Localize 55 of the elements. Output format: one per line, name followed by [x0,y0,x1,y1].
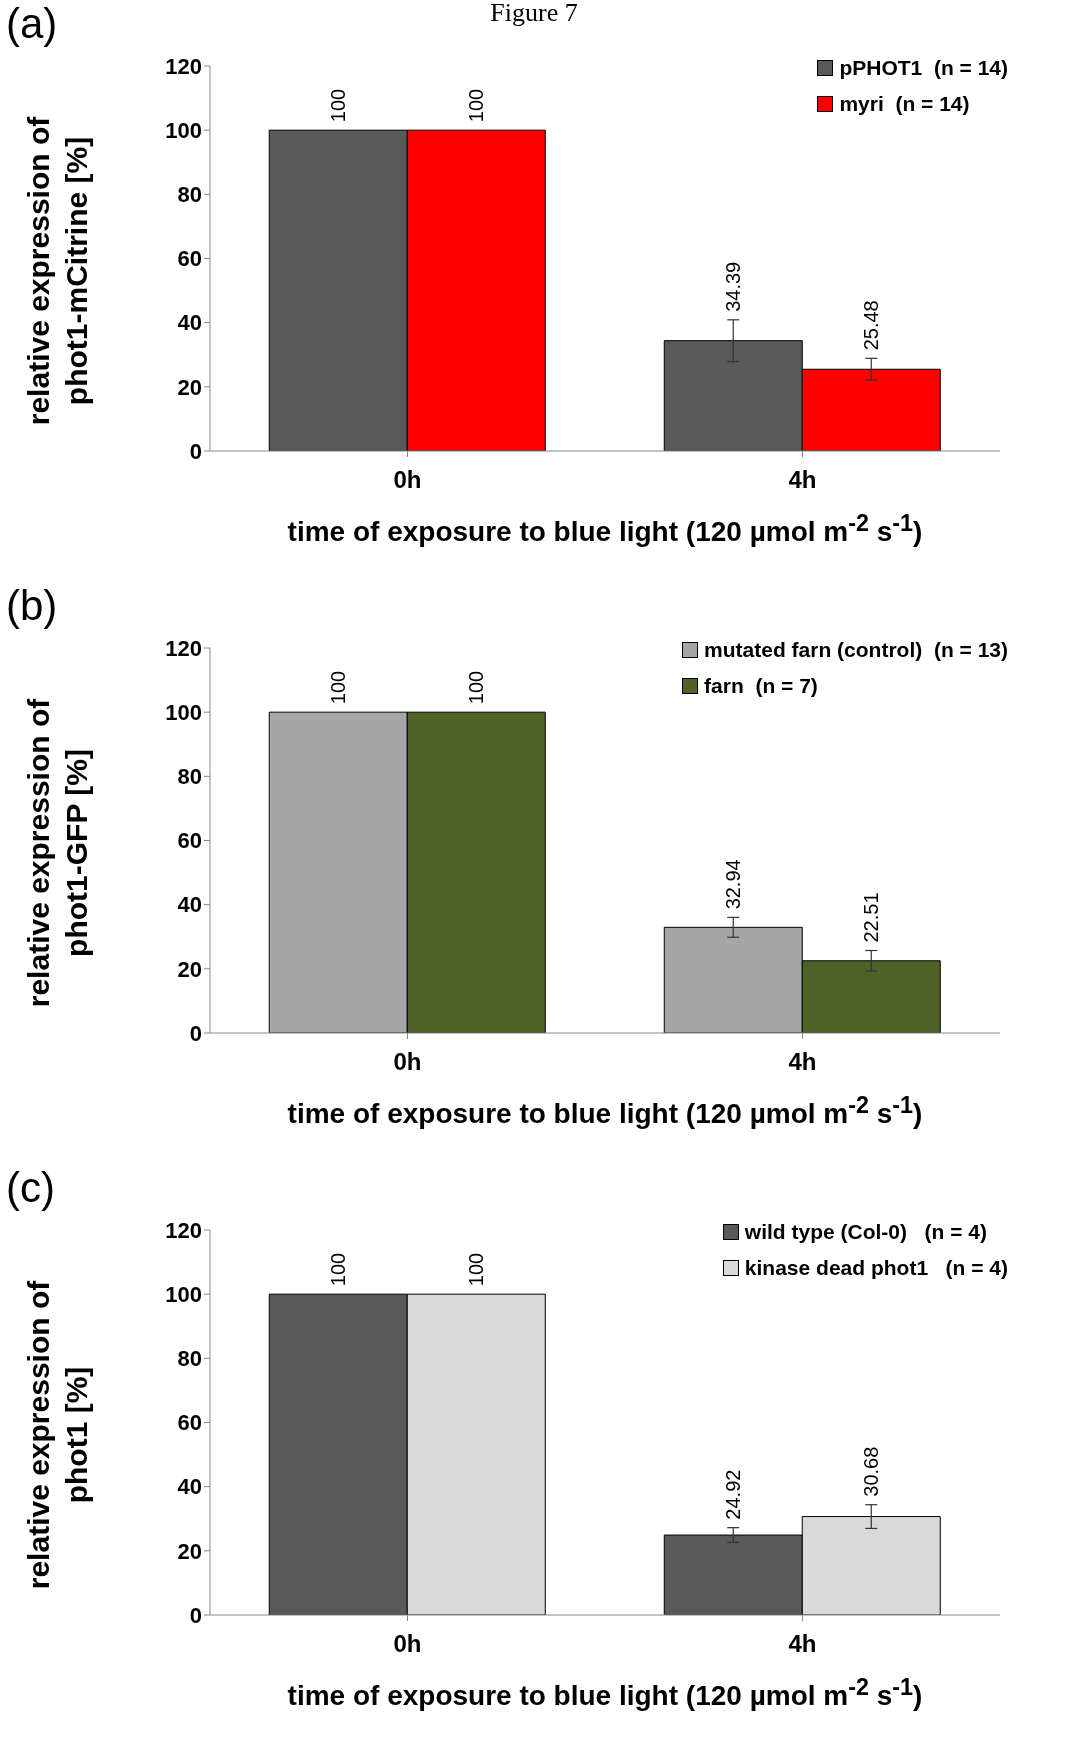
x-axis-title: time of exposure to blue light (120 µmol m$^{-2}$ s$^{-1}$) [286,510,924,549]
x-tick-label: 0h [393,1630,422,1658]
text: (a) [6,0,58,48]
x-tick-label: 4h [788,1630,817,1658]
x-tick-label: 0h [393,466,422,494]
data-label: 100 [465,1252,488,1287]
legend-label: kinase dead phot1 (n = 4) [743,1255,1008,1281]
x-tick-label: 4h [788,466,817,494]
y-tick-label: 80 [177,1346,202,1372]
y-tick-label: 60 [177,246,202,272]
data-label: 100 [327,88,350,123]
y-axis-title: relative expression of phot1-GFP [%] [21,697,94,1010]
y-tick-label: 100 [165,699,202,725]
y-tick-label: 120 [165,635,202,661]
x-tick-label: 4h [788,1048,817,1076]
legend-label: pPHOT1 (n = 14) [838,55,1008,81]
data-label: 100 [327,1252,350,1287]
y-tick-label: 20 [177,374,202,400]
legend-label: mutated farn (control) (n = 13) [703,637,1008,663]
x-axis-title: time of exposure to blue light (120 µmol m$^{-2}$ s$^{-1}$) [286,1092,924,1131]
y-tick-label: 0 [189,438,202,464]
y-tick-label: 40 [177,310,202,336]
data-label: 25.48 [860,300,883,351]
data-label: 24.92 [722,1469,745,1520]
y-tick-label: 20 [177,956,202,982]
data-label: 30.68 [860,1446,883,1497]
y-tick-label: 120 [165,53,202,79]
data-label: 100 [465,88,488,123]
y-tick-label: 100 [165,1281,202,1307]
y-tick-label: 60 [177,1410,202,1436]
y-tick-label: 20 [177,1538,202,1564]
y-tick-label: 40 [177,1474,202,1500]
legend-label: myri (n = 14) [838,91,971,117]
data-label: 34.39 [722,261,745,312]
legend-label: wild type (Col-0) (n = 4) [743,1219,988,1245]
data-label: 22.51 [860,892,883,943]
data-label: 100 [327,670,350,705]
y-axis-title: relative expression of phot1-mCitrine [%] [21,115,94,428]
text: (b) [6,582,58,630]
text: (c) [6,1164,55,1212]
caption: Figure 7 [490,0,578,27]
y-tick-label: 0 [189,1602,202,1628]
y-tick-label: 120 [165,1217,202,1243]
y-tick-label: 0 [189,1020,202,1046]
x-axis-title: time of exposure to blue light (120 µmol m$^{-2}$ s$^{-1}$) [286,1674,924,1713]
data-label: 32.94 [722,859,745,910]
y-tick-label: 80 [177,182,202,208]
legend-label: farn (n = 7) [703,673,819,699]
y-axis-title: relative expression of phot1 [%] [21,1279,94,1592]
y-tick-label: 80 [177,764,202,790]
data-label: 100 [465,670,488,705]
y-tick-label: 60 [177,828,202,854]
x-tick-label: 0h [393,1048,422,1076]
y-tick-label: 40 [177,892,202,918]
y-tick-label: 100 [165,117,202,143]
